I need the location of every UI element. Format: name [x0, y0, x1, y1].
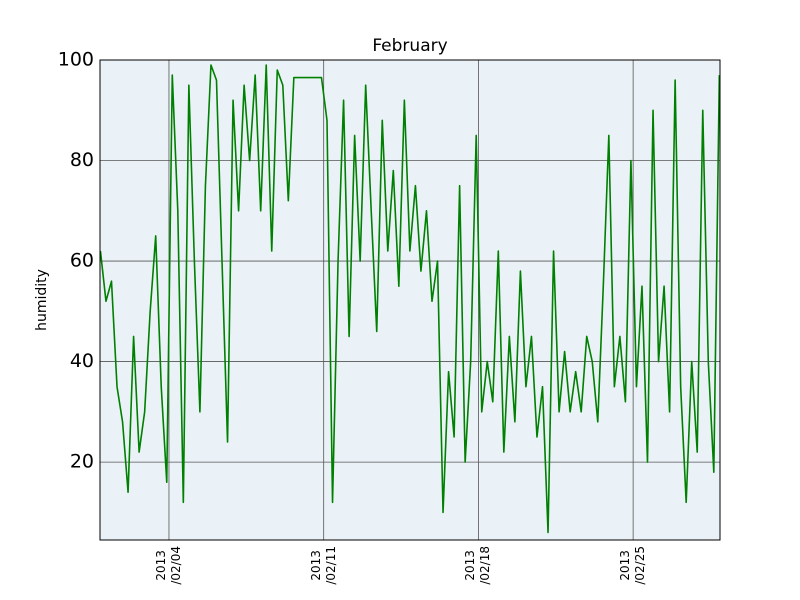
- x-tick-label: 2013 /02/04: [153, 546, 183, 585]
- data-line: [99, 64, 721, 534]
- x-tick-label: 2013 /02/18: [463, 546, 493, 585]
- x-tick-label: 2013 /02/25: [618, 546, 648, 585]
- y-tick-label: 100: [58, 49, 94, 71]
- y-tick-label: 60: [70, 250, 94, 272]
- x-tick-label: 2013 /02/11: [308, 546, 338, 585]
- plot-frame: [99, 59, 721, 541]
- y-tick-label: 40: [70, 350, 94, 372]
- y-tick-label: 80: [70, 149, 94, 171]
- chart-title: February: [372, 36, 447, 56]
- y-tick-label: 20: [70, 451, 94, 473]
- y-axis-label: humidity: [34, 269, 50, 331]
